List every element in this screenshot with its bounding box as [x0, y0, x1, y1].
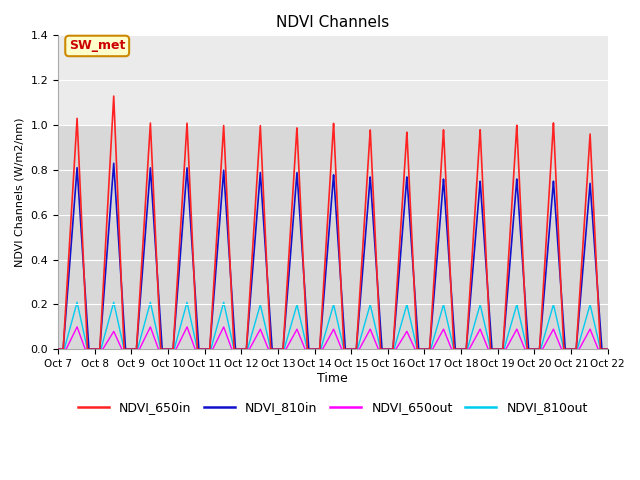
Text: SW_met: SW_met	[69, 39, 125, 52]
Title: NDVI Channels: NDVI Channels	[276, 15, 390, 30]
Y-axis label: NDVI Channels (W/m2/nm): NDVI Channels (W/m2/nm)	[15, 118, 25, 267]
Bar	[58, 36, 608, 125]
X-axis label: Time: Time	[317, 372, 348, 385]
Legend: NDVI_650in, NDVI_810in, NDVI_650out, NDVI_810out: NDVI_650in, NDVI_810in, NDVI_650out, NDV…	[73, 396, 593, 420]
